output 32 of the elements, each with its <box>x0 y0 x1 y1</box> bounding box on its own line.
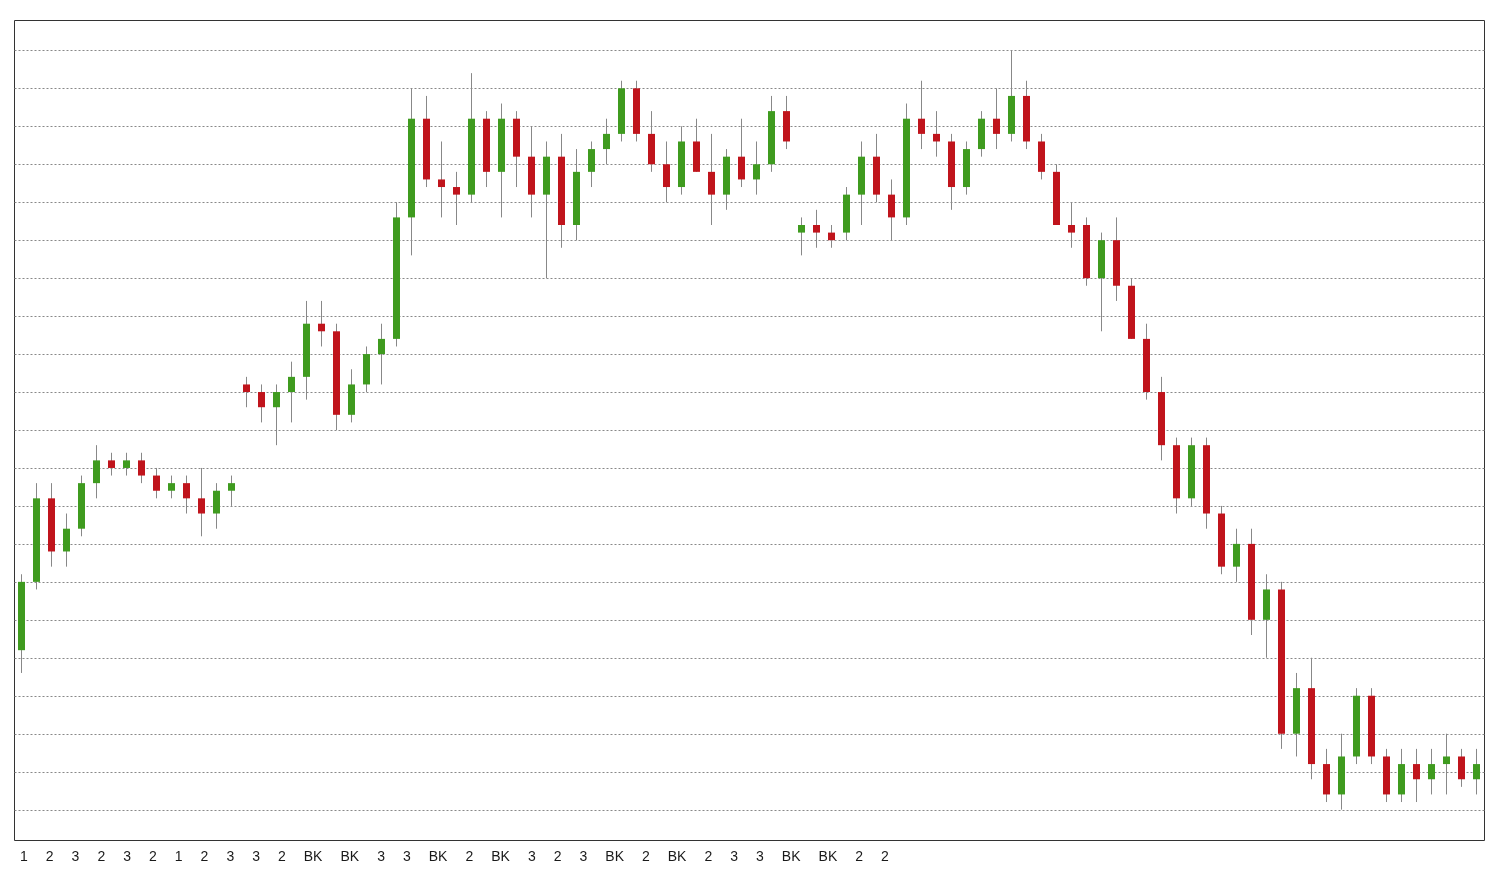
text: 3 <box>579 848 588 864</box>
text: 3 <box>377 848 385 864</box>
text: BK <box>491 848 510 864</box>
text: 2 <box>45 848 54 864</box>
candlestick <box>168 475 175 499</box>
text: 3 <box>527 848 536 864</box>
text: 2 <box>277 848 286 864</box>
text: BK <box>605 848 624 864</box>
text: 2 <box>704 848 713 864</box>
text: 2 <box>641 848 650 864</box>
text: BK <box>428 848 448 864</box>
text: 3 <box>730 848 739 864</box>
text: 3 <box>252 848 260 864</box>
text: 2 <box>465 848 474 864</box>
text: BK <box>818 848 838 864</box>
text: BK <box>340 848 360 864</box>
text: BK <box>781 848 801 864</box>
text: 2 <box>881 848 889 864</box>
text: 3 <box>402 848 411 864</box>
text: 2 <box>855 848 864 864</box>
text: 3 <box>71 848 80 864</box>
text: 2 <box>553 848 562 864</box>
text: 1 <box>20 848 28 864</box>
text: 3 <box>123 848 131 864</box>
text: 3 <box>756 848 764 864</box>
text: 1 <box>174 848 183 864</box>
text: BK <box>667 848 687 864</box>
text: 2 <box>148 848 157 864</box>
text: 2 <box>97 848 106 864</box>
text: 2 <box>200 848 209 864</box>
text: BK <box>303 848 323 864</box>
text: 3 <box>226 848 235 864</box>
